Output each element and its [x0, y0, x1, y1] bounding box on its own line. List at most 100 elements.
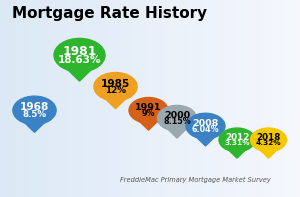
Bar: [185, 0, 186, 197]
Bar: [130, 0, 131, 197]
Bar: [174, 0, 175, 197]
Bar: [9, 0, 10, 197]
Bar: [43, 0, 44, 197]
Bar: [196, 0, 197, 197]
Bar: [18, 0, 19, 197]
Bar: [190, 0, 191, 197]
Bar: [100, 0, 101, 197]
Bar: [275, 0, 276, 197]
Bar: [265, 0, 266, 197]
Bar: [108, 0, 109, 197]
Bar: [246, 0, 247, 197]
Text: 2012: 2012: [225, 133, 249, 142]
Bar: [214, 0, 215, 197]
Bar: [16, 0, 17, 197]
Bar: [223, 0, 224, 197]
Bar: [226, 0, 227, 197]
Text: 2018: 2018: [256, 133, 280, 142]
Bar: [0, 0, 1, 197]
Bar: [65, 0, 66, 197]
Bar: [47, 0, 48, 197]
Bar: [229, 0, 230, 197]
Bar: [26, 0, 27, 197]
Bar: [257, 0, 258, 197]
Bar: [197, 0, 198, 197]
Bar: [245, 0, 246, 197]
Bar: [269, 0, 270, 197]
Bar: [298, 0, 299, 197]
Bar: [177, 0, 178, 197]
Bar: [103, 0, 104, 197]
Bar: [156, 0, 157, 197]
Bar: [57, 0, 58, 197]
Bar: [236, 0, 237, 197]
Bar: [44, 0, 45, 197]
Bar: [53, 0, 54, 197]
Circle shape: [13, 96, 56, 125]
Bar: [249, 0, 250, 197]
Bar: [171, 0, 172, 197]
Bar: [266, 0, 267, 197]
Polygon shape: [195, 136, 216, 146]
Bar: [224, 0, 225, 197]
Polygon shape: [228, 149, 246, 158]
Bar: [49, 0, 50, 197]
Bar: [154, 0, 155, 197]
Text: 1968: 1968: [20, 102, 49, 112]
Bar: [136, 0, 137, 197]
Bar: [82, 0, 83, 197]
Bar: [148, 0, 149, 197]
Bar: [105, 0, 106, 197]
Polygon shape: [23, 121, 46, 132]
Text: 1985: 1985: [101, 79, 130, 89]
Bar: [219, 0, 220, 197]
Bar: [54, 0, 55, 197]
Bar: [278, 0, 279, 197]
Bar: [187, 0, 188, 197]
Circle shape: [129, 98, 168, 123]
Bar: [162, 0, 163, 197]
Bar: [109, 0, 110, 197]
Bar: [240, 0, 241, 197]
Bar: [113, 0, 114, 197]
Bar: [186, 0, 187, 197]
Bar: [64, 0, 65, 197]
Bar: [34, 0, 35, 197]
Bar: [14, 0, 15, 197]
Bar: [80, 0, 81, 197]
Bar: [252, 0, 253, 197]
Bar: [33, 0, 34, 197]
Bar: [24, 0, 25, 197]
Polygon shape: [167, 128, 187, 138]
Bar: [263, 0, 264, 197]
Bar: [21, 0, 22, 197]
Bar: [145, 0, 146, 197]
Bar: [175, 0, 176, 197]
Bar: [139, 0, 140, 197]
Bar: [141, 0, 142, 197]
Bar: [104, 0, 105, 197]
Bar: [297, 0, 298, 197]
Bar: [258, 0, 259, 197]
Bar: [204, 0, 205, 197]
Bar: [152, 0, 153, 197]
Bar: [201, 0, 202, 197]
Bar: [52, 0, 53, 197]
Bar: [13, 0, 14, 197]
Bar: [88, 0, 89, 197]
Bar: [118, 0, 119, 197]
Bar: [19, 0, 20, 197]
Bar: [216, 0, 217, 197]
Text: 4.32%: 4.32%: [256, 140, 281, 146]
Bar: [296, 0, 297, 197]
Bar: [231, 0, 232, 197]
Bar: [107, 0, 108, 197]
Bar: [230, 0, 231, 197]
Bar: [94, 0, 95, 197]
Circle shape: [158, 105, 196, 131]
Bar: [89, 0, 90, 197]
Bar: [71, 0, 72, 197]
Bar: [155, 0, 156, 197]
Bar: [286, 0, 287, 197]
Bar: [271, 0, 272, 197]
